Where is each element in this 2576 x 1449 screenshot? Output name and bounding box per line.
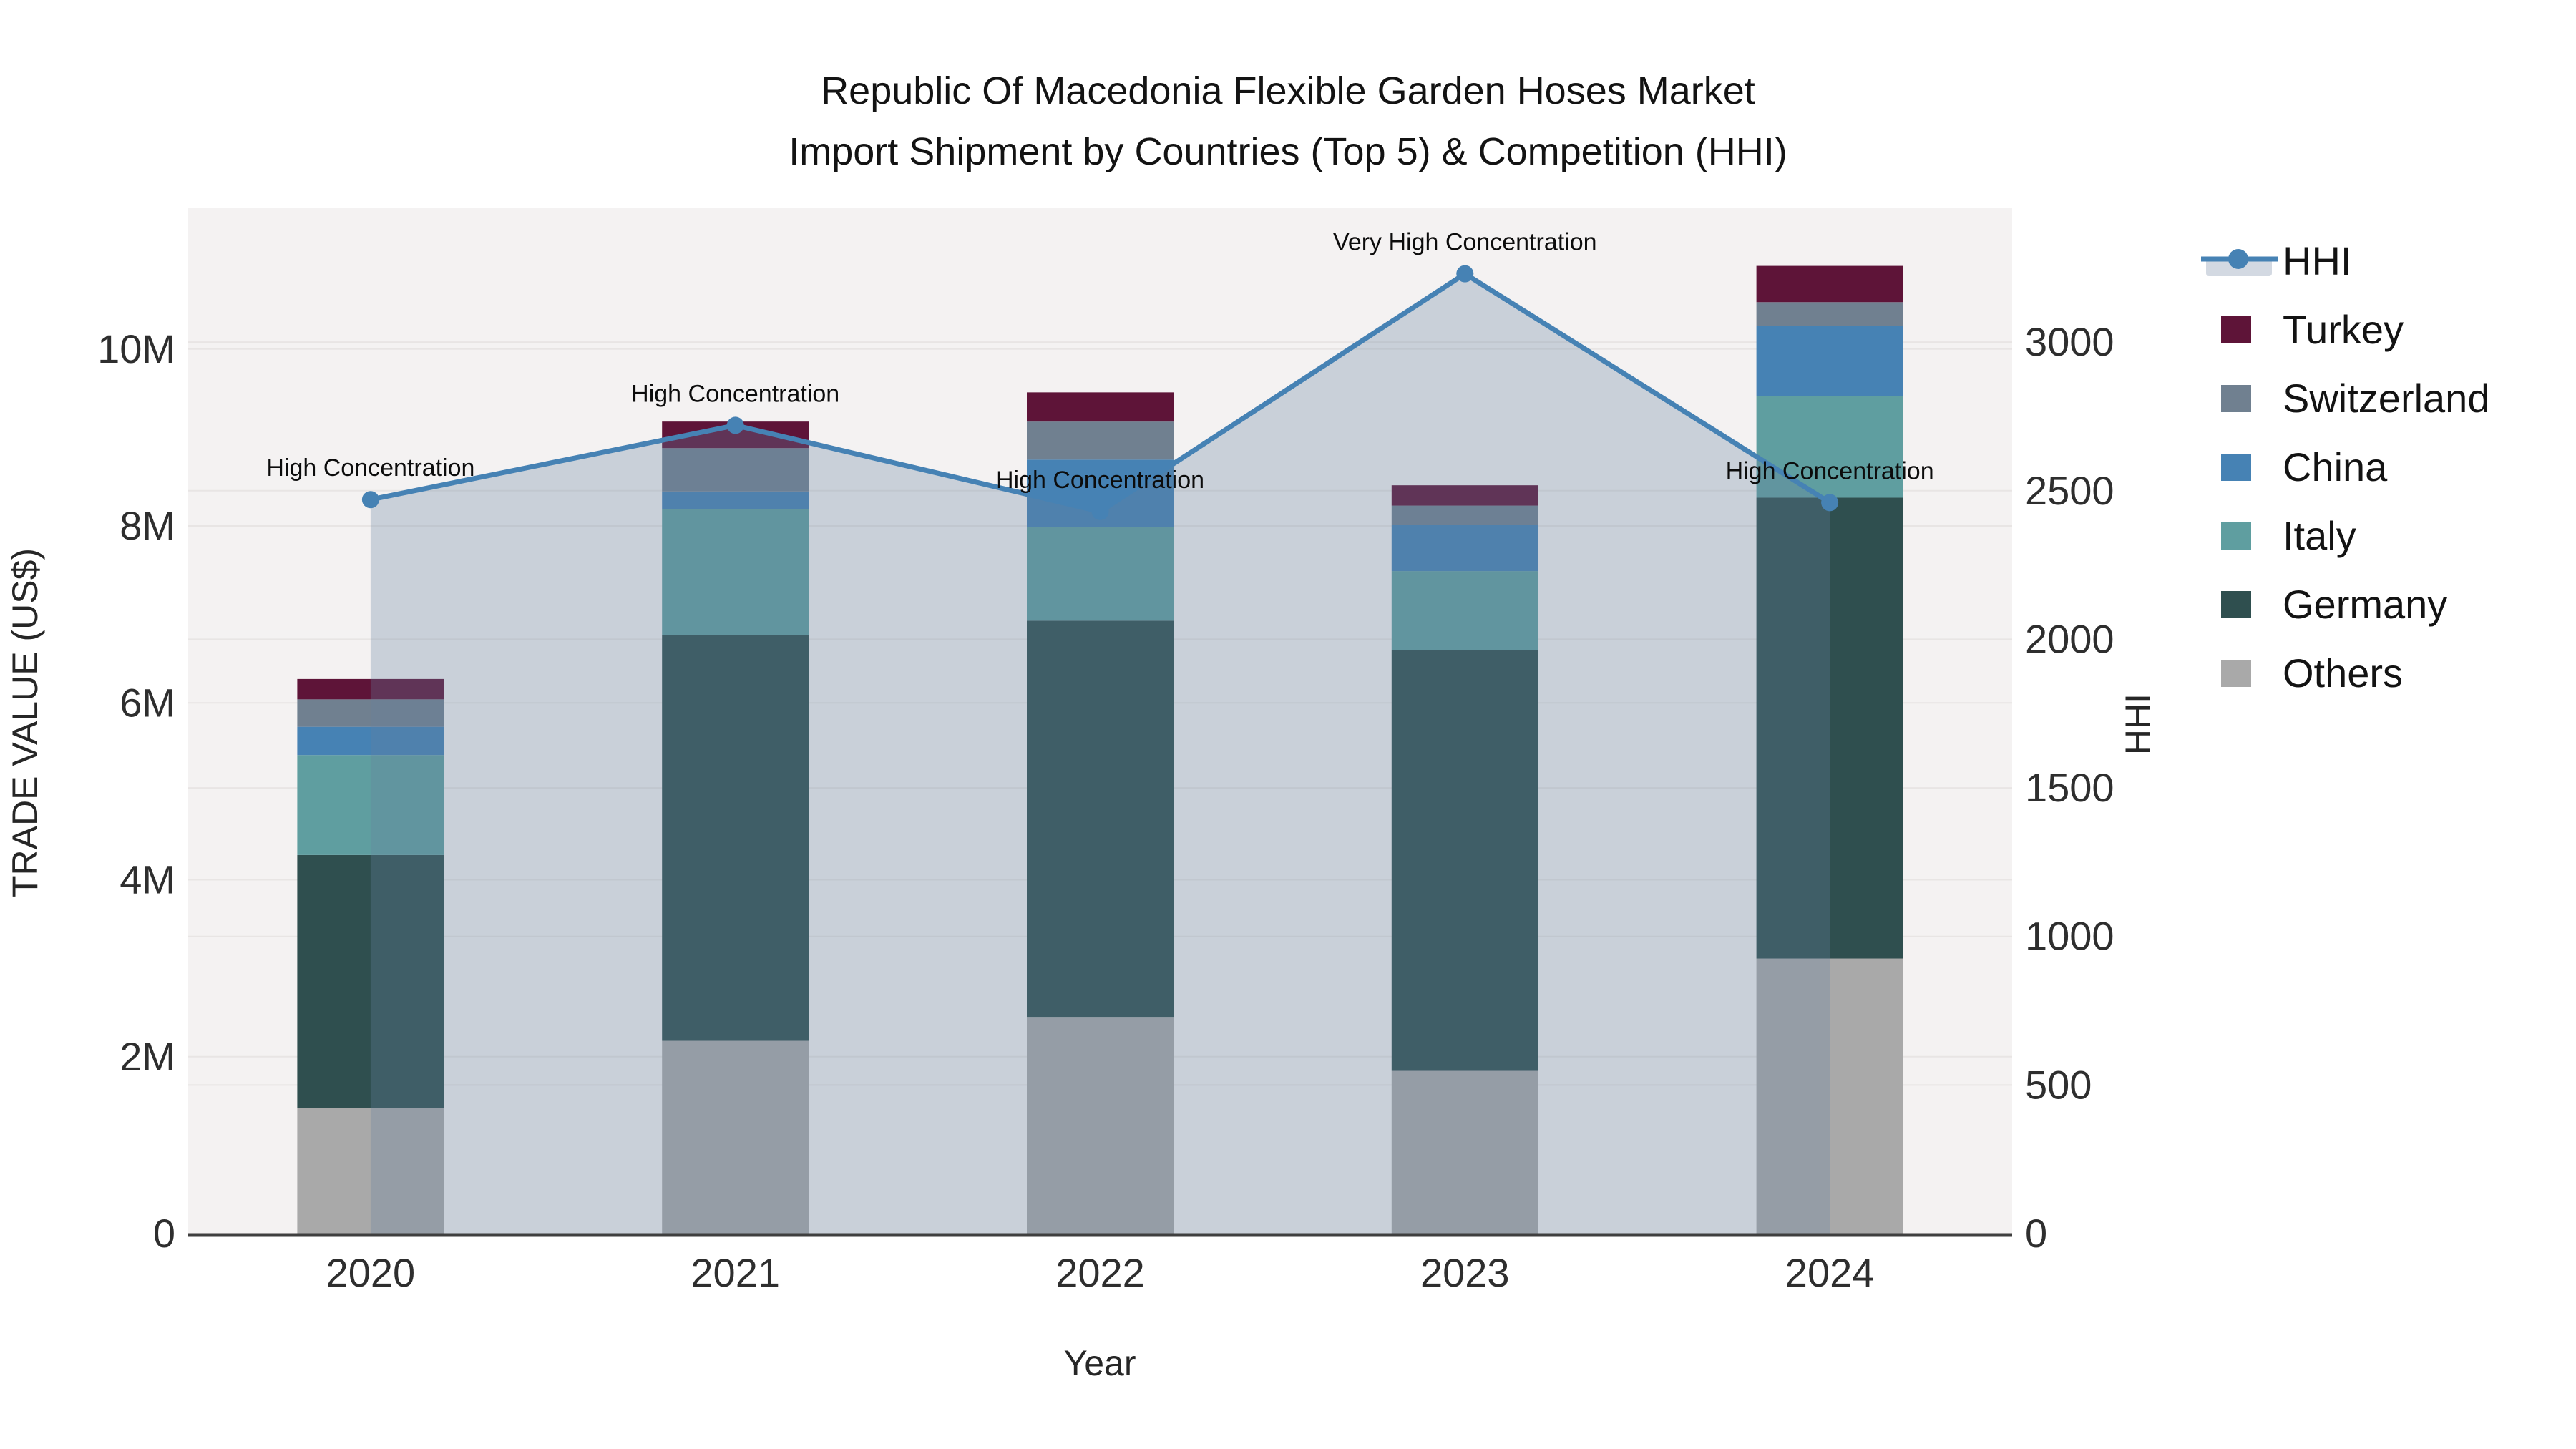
legend: HHI Turkey Switzerland China Italy Germany Oth… (2201, 238, 2489, 696)
bar-segment-2024-china (1756, 326, 1903, 396)
left-axis-tick-labels: 0 2M 4M 6M 8M 10M (97, 326, 175, 1256)
bar-segment-2023-switzerland (1391, 505, 1538, 525)
left-tick-4M: 4M (119, 857, 175, 902)
right-tick-1000: 1000 (2025, 914, 2114, 959)
hhi-line-group (361, 265, 1839, 520)
x-tick-2024: 2024 (1785, 1250, 1875, 1295)
annotation-2023: Very High Concentration (1333, 229, 1597, 256)
bar-segment-2024-germany (1756, 497, 1903, 959)
bar-segment-2020-italy (297, 755, 444, 855)
hhi-area (370, 273, 1830, 1234)
right-tick-1500: 1500 (2025, 765, 2114, 810)
legend-swatch-germany (2221, 591, 2251, 618)
right-axis-title: HHI (2118, 693, 2158, 755)
legend-swatch-italy (2221, 522, 2251, 550)
annotation-2021: High Concentration (631, 380, 839, 407)
bar-segment-2021-italy (662, 509, 809, 635)
right-tick-3000: 3000 (2025, 319, 2114, 364)
bar-segment-2023-china (1391, 525, 1538, 572)
chart-title-line1: Republic Of Macedonia Flexible Garden Ho… (821, 69, 1755, 112)
annotation-2024: High Concentration (1726, 457, 1934, 484)
bar-segment-2020-turkey (297, 678, 444, 700)
legend-item-switzerland[interactable]: Switzerland (2221, 376, 2489, 421)
legend-label-italy: Italy (2283, 513, 2356, 558)
legend-label-turkey: Turkey (2283, 307, 2404, 352)
chart-title-line2: Import Shipment by Countries (Top 5) & C… (789, 130, 1787, 173)
legend-label-others: Others (2283, 650, 2403, 696)
bar-segment-2022-switzerland (1027, 421, 1174, 460)
bar-segment-2023-germany (1391, 650, 1538, 1071)
hhi-marker-2020 (361, 491, 379, 509)
legend-label-switzerland: Switzerland (2283, 376, 2489, 421)
legend-item-others[interactable]: Others (2221, 650, 2403, 696)
bar-segment-2023-turkey (1391, 485, 1538, 506)
annotation-2022: High Concentration (996, 467, 1204, 494)
x-axis-title: Year (1063, 1343, 1136, 1383)
bar-segment-2020-switzerland (297, 699, 444, 727)
legend-hhi-marker-swatch (2228, 249, 2248, 269)
legend-label-china: China (2283, 444, 2388, 489)
bar-segment-2022-italy (1027, 527, 1174, 621)
bar-segment-2021-germany (662, 635, 809, 1041)
bar-segment-2023-italy (1391, 571, 1538, 650)
legend-label-germany: Germany (2283, 582, 2447, 627)
hhi-marker-2022 (1091, 502, 1109, 520)
bar-segment-2024-others (1756, 958, 1903, 1234)
bar-segment-2022-turkey (1027, 392, 1174, 422)
annotation-2020: High Concentration (266, 454, 474, 482)
legend-swatch-switzerland (2221, 385, 2251, 412)
bar-segment-2023-others (1391, 1070, 1538, 1234)
legend-item-germany[interactable]: Germany (2221, 582, 2447, 627)
legend-item-china[interactable]: China (2221, 444, 2388, 489)
left-tick-10M: 10M (97, 326, 175, 371)
bar-segment-2024-italy (1756, 396, 1903, 498)
hhi-marker-2024 (1821, 494, 1839, 512)
bar-segment-2020-china (297, 726, 444, 756)
bar-segment-2022-germany (1027, 620, 1174, 1018)
hhi-marker-2023 (1456, 265, 1474, 283)
legend-swatch-turkey (2221, 316, 2251, 343)
bar-segment-2024-turkey (1756, 265, 1903, 303)
x-tick-2021: 2021 (691, 1250, 780, 1295)
x-axis-tick-labels: 2020 2021 2022 2023 2024 (326, 1250, 1875, 1295)
legend-label-hhi: HHI (2283, 238, 2351, 283)
x-tick-2020: 2020 (326, 1250, 416, 1295)
x-tick-2023: 2023 (1420, 1250, 1510, 1295)
left-tick-6M: 6M (119, 680, 175, 725)
legend-swatch-others (2221, 660, 2251, 687)
bar-segment-2020-others (297, 1108, 444, 1234)
bar-segment-2021-china (662, 491, 809, 509)
annotations: High Concentration High Concentration High… (266, 229, 1933, 494)
bar-segment-2020-germany (297, 854, 444, 1108)
left-tick-8M: 8M (119, 503, 175, 548)
bar-segment-2021-others (662, 1040, 809, 1234)
bar-segment-2022-others (1027, 1017, 1174, 1234)
stacked-bars (297, 265, 1903, 1234)
bar-segment-2024-switzerland (1756, 302, 1903, 326)
right-tick-500: 500 (2025, 1062, 2092, 1107)
right-tick-2500: 2500 (2025, 468, 2114, 513)
legend-item-hhi[interactable]: HHI (2201, 238, 2351, 283)
hhi-marker-2021 (726, 416, 744, 434)
left-tick-2M: 2M (119, 1034, 175, 1079)
right-tick-2000: 2000 (2025, 616, 2114, 661)
right-axis-tick-labels: 0 500 1000 1500 2000 2500 3000 (2025, 319, 2114, 1256)
left-axis-title: TRADE VALUE (US$) (5, 548, 45, 897)
left-tick-0: 0 (153, 1211, 175, 1256)
hhi-area-group (370, 273, 1830, 1234)
bar-segment-2021-switzerland (662, 448, 809, 492)
legend-item-italy[interactable]: Italy (2221, 513, 2356, 558)
legend-item-turkey[interactable]: Turkey (2221, 307, 2404, 352)
x-tick-2022: 2022 (1055, 1250, 1145, 1295)
right-tick-0: 0 (2025, 1211, 2047, 1256)
legend-swatch-china (2221, 454, 2251, 481)
